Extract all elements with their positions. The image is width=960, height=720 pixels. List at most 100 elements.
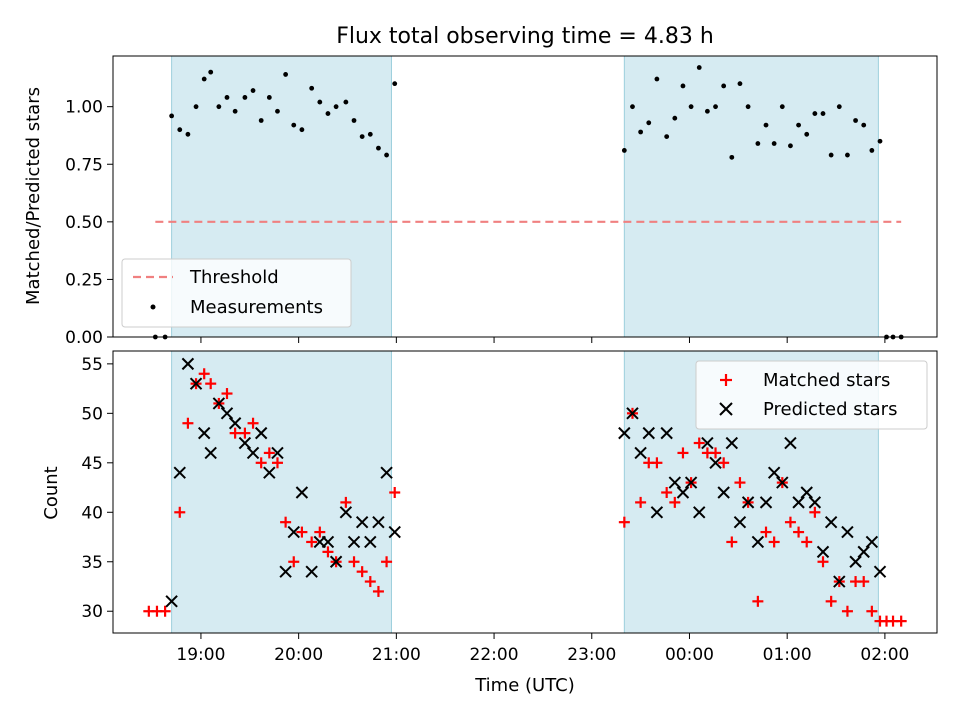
matched-star-marker <box>348 556 360 568</box>
matched-star-marker <box>389 486 401 498</box>
x-tick-label: 00:00 <box>665 645 714 665</box>
predicted-star-marker <box>660 426 673 440</box>
measurement-point <box>654 76 660 82</box>
measurement-point <box>836 104 842 110</box>
predicted-star-marker <box>197 426 211 440</box>
measurement-point <box>376 145 381 151</box>
predicted-star-marker <box>759 496 773 509</box>
matched-star-marker <box>726 536 738 548</box>
measurement-point <box>820 111 826 116</box>
predicted-star-marker <box>792 496 805 509</box>
matched-star-marker <box>364 576 376 588</box>
measurement-point <box>325 111 331 116</box>
y-tick-label: 30 <box>81 602 103 622</box>
predicted-star-marker <box>784 436 797 450</box>
predicted-star-marker <box>305 565 318 578</box>
matched-star-marker <box>817 556 829 568</box>
bottom-y-axis-label: Count <box>41 466 62 519</box>
matched-star-marker <box>661 486 673 498</box>
bottom-legend: Matched stars Predicted stars <box>695 360 928 430</box>
measurement-point <box>704 108 710 114</box>
matched-star-marker <box>356 566 368 578</box>
matched-star-marker <box>718 457 730 469</box>
measurement-point <box>664 134 670 140</box>
matched-star-marker <box>635 496 647 508</box>
measurement-point <box>177 127 183 133</box>
top-x-ticks <box>200 337 886 343</box>
top-panel: 0.00 0.25 0.50 0.75 1.00 Matched/Predicted s… <box>23 55 938 348</box>
bottom-x-ticks: 19:00 20:00 21:00 22:00 23:00 00:00 01:00 02:00 <box>176 633 909 665</box>
predicted-star-marker <box>873 565 887 578</box>
matched-star-marker <box>174 506 186 518</box>
measurements-points <box>152 65 904 340</box>
predicted-star-marker <box>833 575 846 588</box>
measurement-point <box>185 131 191 137</box>
predicted-star-marker <box>329 555 343 568</box>
x-axis-label: Time (UTC) <box>474 675 575 696</box>
x-tick-label: 02:00 <box>860 645 909 665</box>
predicted-star-marker <box>776 476 789 489</box>
legend-measurements-swatch <box>150 304 156 310</box>
measurement-point <box>729 154 735 160</box>
predicted-star-marker <box>347 535 361 549</box>
matched-star-marker <box>314 526 326 538</box>
measurement-point <box>845 152 850 158</box>
predicted-star-marker <box>676 486 690 499</box>
predicted-star-marker <box>364 535 377 549</box>
measurement-point <box>646 120 652 126</box>
matched-star-marker <box>306 536 318 548</box>
predicted-star-marker <box>263 466 276 479</box>
matched-star-marker <box>734 477 746 489</box>
predicted-star-marker <box>741 496 755 509</box>
y-tick-label: 0.75 <box>65 155 103 175</box>
y-tick-label: 1.00 <box>65 98 103 118</box>
x-tick-label: 21:00 <box>372 645 421 665</box>
measurement-point <box>169 113 175 119</box>
predicted-star-marker <box>693 506 706 519</box>
top-axes-frame <box>112 55 938 338</box>
bottom-panel: 30 35 40 45 50 55 19:00 20:00 21:00 22:00 23:00 00… <box>41 350 938 696</box>
matched-star-marker <box>669 496 681 508</box>
predicted-star-marker <box>849 555 862 568</box>
matched-star-marker <box>793 526 805 538</box>
legend-matched-label: Matched stars <box>763 370 890 391</box>
predicted-star-marker <box>865 535 879 549</box>
predicted-star-marker <box>181 357 195 371</box>
predicted-star-marker <box>204 446 217 460</box>
measurement-point <box>283 72 289 77</box>
x-tick-label: 01:00 <box>763 645 812 665</box>
predicted-star-marker <box>372 515 385 529</box>
legend-measurements-label: Measurements <box>190 297 323 318</box>
matched-star-marker <box>372 585 384 597</box>
predicted-star-marker <box>808 496 822 509</box>
matched-star-marker <box>866 605 878 617</box>
x-tick-label: 23:00 <box>567 645 616 665</box>
measurement-point <box>367 131 373 137</box>
matched-star-marker <box>296 526 308 538</box>
x-tick-label: 22:00 <box>470 645 519 665</box>
measurement-point <box>745 104 751 110</box>
measurement-point <box>351 118 357 123</box>
predicted-star-marker <box>618 426 631 440</box>
bottom-legend-box <box>695 360 928 430</box>
predicted-star-marker <box>271 446 284 460</box>
matched-star-marker <box>322 546 334 558</box>
measurement-point <box>630 104 635 110</box>
measurement-point <box>869 148 875 153</box>
measurement-point <box>258 118 264 123</box>
top-y-ticks: 0.00 0.25 0.50 0.75 1.00 <box>65 98 113 348</box>
matched-star-marker <box>752 595 764 607</box>
predicted-star-marker <box>642 426 655 440</box>
matched-stars-points <box>143 368 907 627</box>
bottom-axes-frame <box>112 350 938 634</box>
measurement-point <box>853 118 858 123</box>
predicted-star-marker <box>650 506 664 519</box>
legend-threshold-label: Threshold <box>189 267 279 288</box>
y-tick-label: 50 <box>81 404 103 424</box>
matched-star-marker <box>801 536 813 548</box>
measurement-point <box>721 83 727 89</box>
measurement-point <box>672 115 678 121</box>
matched-star-marker <box>841 605 853 617</box>
y-tick-label: 40 <box>81 503 103 523</box>
matched-star-marker <box>198 368 210 380</box>
